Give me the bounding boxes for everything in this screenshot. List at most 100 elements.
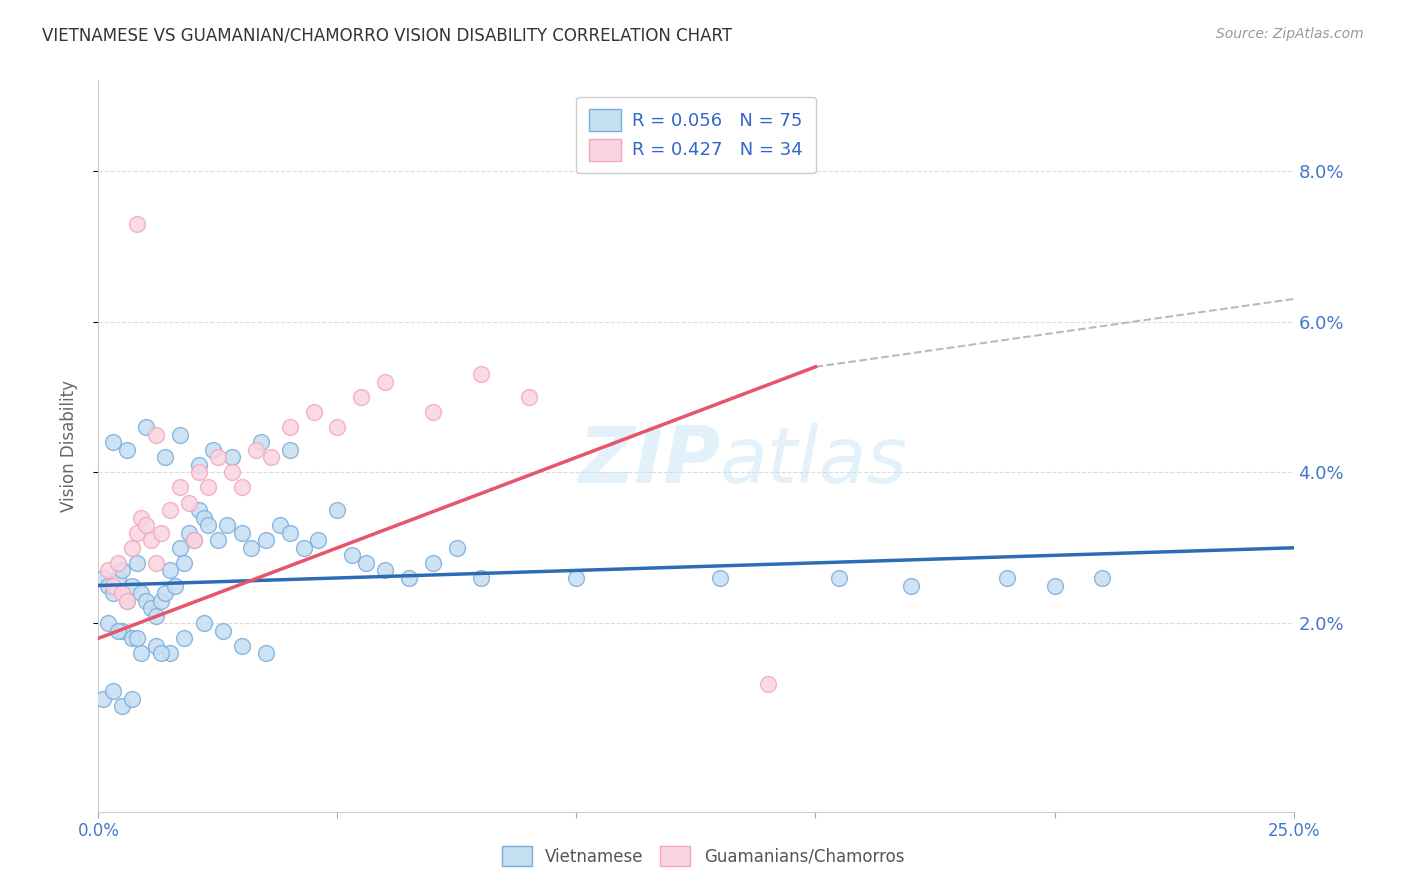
- Point: [231, 639, 253, 653]
- Point: [326, 503, 349, 517]
- Point: [139, 533, 162, 548]
- Point: [173, 556, 195, 570]
- Point: [995, 571, 1018, 585]
- Point: [111, 586, 134, 600]
- Point: [163, 578, 186, 592]
- Point: [121, 578, 143, 592]
- Point: [828, 571, 851, 585]
- Point: [565, 571, 588, 585]
- Point: [149, 646, 172, 660]
- Point: [169, 541, 191, 555]
- Point: [149, 525, 172, 540]
- Point: [470, 368, 492, 382]
- Point: [101, 684, 124, 698]
- Point: [145, 639, 167, 653]
- Point: [179, 525, 201, 540]
- Point: [159, 503, 181, 517]
- Point: [1091, 571, 1114, 585]
- Y-axis label: Vision Disability: Vision Disability: [59, 380, 77, 512]
- Point: [101, 578, 124, 592]
- Point: [131, 510, 153, 524]
- Point: [374, 375, 396, 389]
- Point: [159, 646, 181, 660]
- Text: Source: ZipAtlas.com: Source: ZipAtlas.com: [1216, 27, 1364, 41]
- Point: [350, 390, 373, 404]
- Point: [107, 624, 129, 638]
- Point: [145, 427, 167, 442]
- Point: [269, 518, 291, 533]
- Point: [709, 571, 731, 585]
- Point: [326, 420, 349, 434]
- Point: [307, 533, 329, 548]
- Point: [231, 480, 253, 494]
- Point: [131, 646, 153, 660]
- Point: [121, 632, 143, 646]
- Point: [756, 676, 779, 690]
- Point: [125, 556, 148, 570]
- Point: [159, 563, 181, 577]
- Point: [107, 571, 129, 585]
- Point: [135, 518, 157, 533]
- Point: [292, 541, 315, 555]
- Point: [254, 646, 277, 660]
- Point: [145, 556, 167, 570]
- Point: [398, 571, 420, 585]
- Point: [97, 578, 120, 592]
- Text: atlas: atlas: [720, 423, 908, 499]
- Point: [278, 442, 301, 457]
- Point: [155, 450, 177, 465]
- Text: ZIP: ZIP: [578, 423, 720, 499]
- Point: [169, 480, 191, 494]
- Point: [135, 593, 157, 607]
- Point: [422, 556, 444, 570]
- Point: [231, 525, 253, 540]
- Legend: R = 0.056   N = 75, R = 0.427   N = 34: R = 0.056 N = 75, R = 0.427 N = 34: [576, 96, 815, 173]
- Point: [517, 390, 540, 404]
- Point: [193, 616, 215, 631]
- Point: [121, 691, 143, 706]
- Point: [1043, 578, 1066, 592]
- Point: [179, 495, 201, 509]
- Point: [197, 480, 219, 494]
- Point: [254, 533, 277, 548]
- Point: [187, 458, 209, 472]
- Point: [97, 616, 120, 631]
- Point: [111, 563, 134, 577]
- Point: [193, 510, 215, 524]
- Point: [101, 435, 124, 450]
- Point: [173, 632, 195, 646]
- Point: [107, 556, 129, 570]
- Point: [302, 405, 325, 419]
- Point: [139, 601, 162, 615]
- Point: [278, 420, 301, 434]
- Point: [240, 541, 263, 555]
- Point: [221, 466, 243, 480]
- Point: [259, 450, 281, 465]
- Point: [115, 442, 138, 457]
- Point: [101, 586, 124, 600]
- Point: [340, 549, 363, 563]
- Text: VIETNAMESE VS GUAMANIAN/CHAMORRO VISION DISABILITY CORRELATION CHART: VIETNAMESE VS GUAMANIAN/CHAMORRO VISION …: [42, 27, 733, 45]
- Point: [202, 442, 225, 457]
- Point: [446, 541, 468, 555]
- Point: [422, 405, 444, 419]
- Point: [169, 427, 191, 442]
- Point: [187, 503, 209, 517]
- Legend: Vietnamese, Guamanians/Chamorros: Vietnamese, Guamanians/Chamorros: [494, 838, 912, 875]
- Point: [111, 699, 134, 714]
- Point: [245, 442, 267, 457]
- Point: [115, 593, 138, 607]
- Point: [211, 624, 233, 638]
- Point: [97, 563, 120, 577]
- Point: [207, 533, 229, 548]
- Point: [121, 541, 143, 555]
- Point: [470, 571, 492, 585]
- Point: [197, 518, 219, 533]
- Point: [207, 450, 229, 465]
- Point: [217, 518, 239, 533]
- Point: [125, 632, 148, 646]
- Point: [131, 586, 153, 600]
- Point: [278, 525, 301, 540]
- Point: [111, 624, 134, 638]
- Point: [155, 586, 177, 600]
